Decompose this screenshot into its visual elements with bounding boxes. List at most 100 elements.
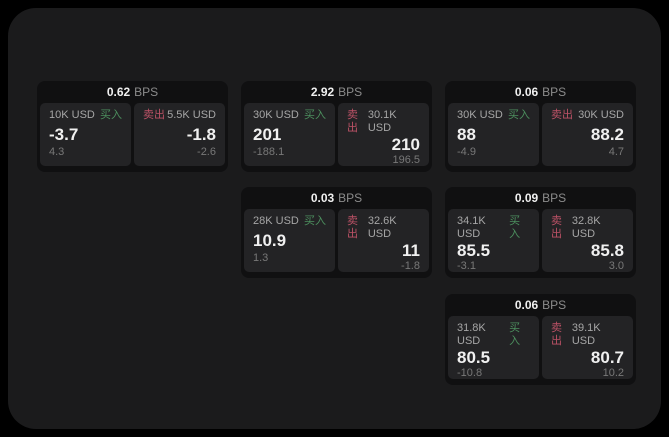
sell-meta: 卖出 5.5K USD xyxy=(143,109,216,122)
sell-delta: 10.2 xyxy=(602,367,624,379)
sell-notional: 39.1K USD xyxy=(571,322,601,347)
sell-price: 80.7 xyxy=(590,348,624,367)
buy-panel[interactable]: 30K USD 买入 201 -188.1 xyxy=(244,103,335,166)
buy-panel[interactable]: 34.1K USD 买入 85.5 -3.1 xyxy=(448,209,539,272)
sell-notional: 5.5K USD xyxy=(167,109,216,121)
sell-price: 11 xyxy=(402,241,420,260)
quote-card: 0.62 BPS 10K USD 买入 -3.7 4.3 卖出 5.5K USD… xyxy=(37,81,228,172)
sell-tag: 卖出 xyxy=(551,322,562,347)
buy-price: 80.5 xyxy=(457,348,491,367)
sell-price: 210 xyxy=(391,135,420,154)
bps-unit-label: BPS xyxy=(542,191,567,205)
sell-notional: 30.1K USD xyxy=(367,109,397,134)
sell-panel[interactable]: 卖出 32.8K USD 85.8 3.0 xyxy=(542,209,633,272)
bps-unit-label: BPS xyxy=(338,85,363,99)
buy-meta: 28K USD 买入 xyxy=(253,215,326,228)
quote-body: 30K USD 买入 201 -188.1 卖出 30.1K USD 210 1… xyxy=(241,103,432,169)
buy-tag: 买入 xyxy=(304,215,326,227)
sell-delta: 3.0 xyxy=(608,260,624,272)
quote-body: 30K USD 买入 88 -4.9 卖出 30K USD 88.2 4.7 xyxy=(445,103,636,169)
sell-panel[interactable]: 卖出 32.6K USD 11 -1.8 xyxy=(338,209,429,272)
sell-price: 88.2 xyxy=(590,124,624,144)
bps-header: 2.92 BPS xyxy=(241,81,432,103)
bps-header: 0.09 BPS xyxy=(445,187,636,209)
buy-price: 201 xyxy=(253,124,282,144)
bps-header: 0.06 BPS xyxy=(445,81,636,103)
sell-meta: 卖出 30.1K USD xyxy=(347,109,420,135)
buy-panel[interactable]: 10K USD 买入 -3.7 4.3 xyxy=(40,103,131,166)
buy-panel[interactable]: 28K USD 买入 10.9 1.3 xyxy=(244,209,335,272)
buy-tag: 买入 xyxy=(509,322,521,347)
buy-delta: -3.1 xyxy=(457,260,476,272)
buy-notional: 30K USD xyxy=(457,109,503,121)
bps-unit-label: BPS xyxy=(542,85,567,99)
sell-panel[interactable]: 卖出 39.1K USD 80.7 10.2 xyxy=(542,316,633,379)
sell-tag: 卖出 xyxy=(551,109,573,121)
sell-tag: 卖出 xyxy=(551,215,562,240)
bps-header: 0.06 BPS xyxy=(445,294,636,316)
buy-notional: 31.8K USD xyxy=(457,322,486,347)
buy-notional: 30K USD xyxy=(253,109,299,121)
buy-delta: -10.8 xyxy=(457,367,483,379)
quote-card: 0.09 BPS 34.1K USD 买入 85.5 -3.1 卖出 32.8K… xyxy=(445,187,636,278)
sell-meta: 卖出 30K USD xyxy=(551,109,624,122)
sell-tag: 卖出 xyxy=(347,215,358,240)
sell-delta: -2.6 xyxy=(197,146,216,158)
buy-meta: 31.8K USD 买入 xyxy=(457,322,530,348)
sell-price: 85.8 xyxy=(590,241,624,260)
bps-unit-label: BPS xyxy=(542,298,567,312)
bps-value: 0.03 xyxy=(310,191,335,205)
quote-body: 28K USD 买入 10.9 1.3 卖出 32.6K USD 11 -1.8 xyxy=(241,209,432,275)
buy-meta: 30K USD 买入 xyxy=(457,109,530,122)
quote-body: 31.8K USD 买入 80.5 -10.8 卖出 39.1K USD 80.… xyxy=(445,316,636,382)
bps-header: 0.62 BPS xyxy=(37,81,228,103)
buy-delta: -4.9 xyxy=(457,146,476,158)
sell-delta: -1.8 xyxy=(401,260,420,272)
buy-price: 88 xyxy=(457,124,476,144)
buy-delta: 1.3 xyxy=(253,252,269,264)
sell-delta: 4.7 xyxy=(608,146,624,158)
bps-unit-label: BPS xyxy=(134,85,159,99)
quote-card: 0.03 BPS 28K USD 买入 10.9 1.3 卖出 32.6K US… xyxy=(241,187,432,278)
buy-panel[interactable]: 31.8K USD 买入 80.5 -10.8 xyxy=(448,316,539,379)
sell-notional: 32.6K USD xyxy=(367,215,397,240)
sell-panel[interactable]: 卖出 30K USD 88.2 4.7 xyxy=(542,103,633,166)
bps-value: 0.06 xyxy=(514,85,539,99)
buy-tag: 买入 xyxy=(100,109,122,121)
sell-price: -1.8 xyxy=(186,124,216,144)
buy-notional: 34.1K USD xyxy=(457,215,486,240)
buy-tag: 买入 xyxy=(304,109,326,121)
buy-price: 85.5 xyxy=(457,241,491,260)
sell-notional: 30K USD xyxy=(578,109,624,121)
quotes-panel: 0.62 BPS 10K USD 买入 -3.7 4.3 卖出 5.5K USD… xyxy=(8,8,661,429)
buy-panel[interactable]: 30K USD 买入 88 -4.9 xyxy=(448,103,539,166)
quote-body: 34.1K USD 买入 85.5 -3.1 卖出 32.8K USD 85.8… xyxy=(445,209,636,275)
sell-meta: 卖出 39.1K USD xyxy=(551,322,624,348)
buy-meta: 30K USD 买入 xyxy=(253,109,326,122)
quote-body: 10K USD 买入 -3.7 4.3 卖出 5.5K USD -1.8 -2.… xyxy=(37,103,228,169)
buy-price: -3.7 xyxy=(49,124,79,144)
buy-meta: 10K USD 买入 xyxy=(49,109,122,122)
buy-delta: 4.3 xyxy=(49,146,65,158)
sell-meta: 卖出 32.6K USD xyxy=(347,215,420,241)
sell-meta: 卖出 32.8K USD xyxy=(551,215,624,241)
buy-tag: 买入 xyxy=(508,109,530,121)
buy-tag: 买入 xyxy=(509,215,521,240)
sell-panel[interactable]: 卖出 5.5K USD -1.8 -2.6 xyxy=(134,103,225,166)
sell-notional: 32.8K USD xyxy=(571,215,601,240)
bps-value: 0.06 xyxy=(514,298,539,312)
bps-header: 0.03 BPS xyxy=(241,187,432,209)
bps-unit-label: BPS xyxy=(338,191,363,205)
sell-panel[interactable]: 卖出 30.1K USD 210 196.5 xyxy=(338,103,429,166)
buy-meta: 34.1K USD 买入 xyxy=(457,215,530,241)
quote-card: 0.06 BPS 30K USD 买入 88 -4.9 卖出 30K USD 8… xyxy=(445,81,636,172)
sell-tag: 卖出 xyxy=(143,109,165,121)
sell-delta: 196.5 xyxy=(392,154,420,166)
quote-card: 2.92 BPS 30K USD 买入 201 -188.1 卖出 30.1K … xyxy=(241,81,432,172)
buy-price: 10.9 xyxy=(253,230,287,250)
buy-notional: 10K USD xyxy=(49,109,95,121)
buy-delta: -188.1 xyxy=(253,146,285,158)
buy-notional: 28K USD xyxy=(253,215,299,227)
bps-value: 0.09 xyxy=(514,191,539,205)
quote-card: 0.06 BPS 31.8K USD 买入 80.5 -10.8 卖出 39.1… xyxy=(445,294,636,385)
